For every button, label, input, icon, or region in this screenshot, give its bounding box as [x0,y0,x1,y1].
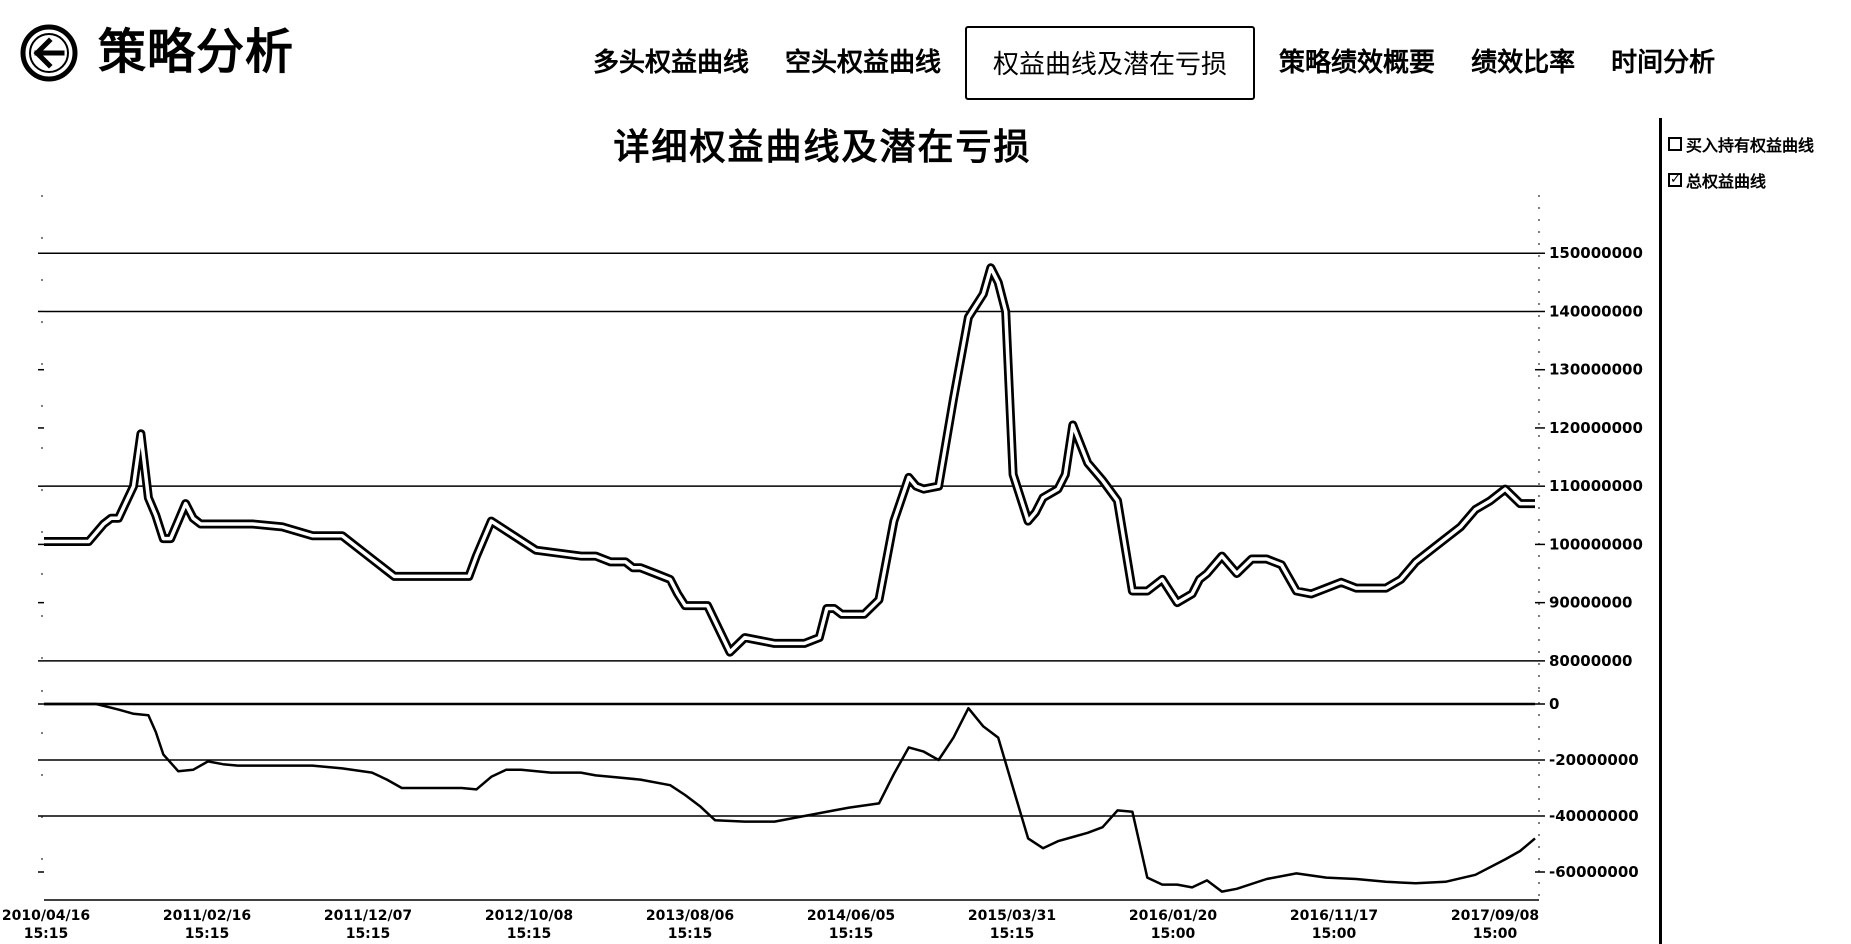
y-tick-label: -40000000 [1549,807,1639,825]
tab-time-analysis[interactable]: 时间分析 [1611,48,1716,78]
y-tick-label: 120000000 [1549,419,1643,437]
y-tick-label: 0 [1549,695,1559,713]
drawdown-line [44,702,1536,893]
equity-curve-line [44,266,1535,654]
y-tick-label: -20000000 [1549,751,1639,769]
checkbox-unchecked-icon[interactable] [1668,137,1682,151]
legend-divider [1659,118,1662,944]
legend: 买入持有权益曲线 ✓ 总权益曲线 [1668,118,1851,944]
x-tick-label-time: 15:00 [1151,926,1196,942]
tab-long-equity-curve[interactable]: 多头权益曲线 [593,48,750,78]
tab-performance-ratios[interactable]: 绩效比率 [1471,48,1576,78]
x-tick-label-date: 2016/01/20 [1129,908,1217,924]
x-tick-label-date: 2016/11/17 [1290,908,1378,924]
x-tick-label-date: 2010/04/16 [2,908,90,924]
x-tick-label-time: 15:00 [1312,926,1357,942]
x-axis: 2010/04/16 15:15 2011/02/16 15:15 2011/12/07… [2,899,1539,942]
y-tick-label: 100000000 [1549,535,1643,553]
drawdown-panel: 0 -20000000 -40000000 -60000000 [38,690,1639,900]
tab-equity-curve-drawdown[interactable]: 权益曲线及潜在亏损 [965,26,1256,100]
tab-performance-summary[interactable]: 策略绩效概要 [1279,48,1436,78]
app-title: 策略分析 [98,24,295,80]
y-tick-label: 110000000 [1549,477,1643,495]
x-tick-label-time: 15:15 [185,926,230,942]
x-tick-label-time: 15:15 [668,926,713,942]
x-tick-label-time: 15:00 [1473,926,1518,942]
y-tick-label: 90000000 [1549,594,1633,612]
legend-item-buy-hold[interactable]: 买入持有权益曲线 [1668,132,1814,156]
x-tick-label-time: 15:15 [346,926,391,942]
back-button[interactable] [20,24,78,82]
y-tick-label: -60000000 [1549,863,1639,881]
legend-item-total-equity[interactable]: ✓ 总权益曲线 [1668,168,1766,192]
x-tick-label-date: 2013/08/06 [646,908,734,924]
x-tick-label-time: 15:15 [507,926,552,942]
y-tick-label: 140000000 [1549,302,1643,320]
legend-label: 总权益曲线 [1686,172,1767,191]
tab-short-equity-curve[interactable]: 空头权益曲线 [785,48,942,78]
x-tick-label-date: 2014/06/05 [807,908,895,924]
x-tick-label-date: 2017/09/08 [1451,908,1539,924]
y-tick-label: 150000000 [1549,244,1643,262]
x-tick-label-date: 2011/12/07 [324,908,412,924]
x-tick-label-time: 15:15 [990,926,1035,942]
header: 策略分析 多头权益曲线 空头权益曲线 权益曲线及潜在亏损 策略绩效概要 绩效比率… [0,0,1851,110]
x-tick-label-time: 15:15 [829,926,874,942]
x-tick-label-date: 2015/03/31 [968,908,1056,924]
equity-panel: 80000000 90000000 100000000 110000000 120000… [38,195,1643,690]
checkbox-checked-icon[interactable]: ✓ [1668,172,1682,187]
back-arrow-icon [20,24,78,82]
y-tick-label: 80000000 [1549,652,1633,670]
y-tick-label: 130000000 [1549,361,1643,379]
legend-label: 买入持有权益曲线 [1686,136,1815,155]
tab-bar: 多头权益曲线 空头权益曲线 权益曲线及潜在亏损 策略绩效概要 绩效比率 时间分析 [575,26,1733,100]
chart-title: 详细权益曲线及潜在亏损 [613,127,1032,168]
x-tick-label-date: 2012/10/08 [485,908,573,924]
x-tick-label-date: 2011/02/16 [163,908,251,924]
x-tick-label-time: 15:15 [24,926,69,942]
